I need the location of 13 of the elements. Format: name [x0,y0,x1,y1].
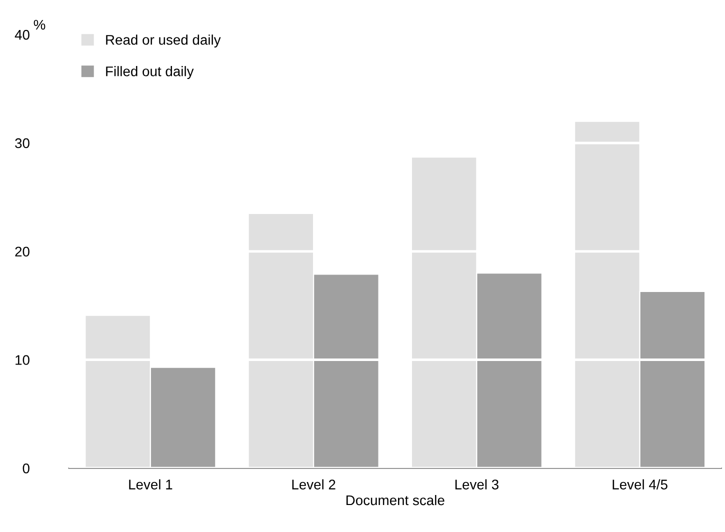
y-tick-label: 0 [22,463,30,474]
y-tick-label: 20 [15,246,30,257]
y-tick-label: 30 [15,138,30,148]
y-tick-label: 40 [14,30,30,40]
x-tick-label: Level 4/5 [612,479,668,490]
legend-label: Filled out daily [106,66,194,80]
x-tick-label: Level 3 [455,479,498,490]
y-tick-label: 10 [16,355,30,365]
y-axis-title: % [34,20,46,30]
x-axis-title: Document scale [346,494,444,506]
x-tick-label: Level 1 [129,479,172,490]
legend-label: Read or used daily [106,34,221,48]
x-tick-label: Level 2 [292,479,336,490]
